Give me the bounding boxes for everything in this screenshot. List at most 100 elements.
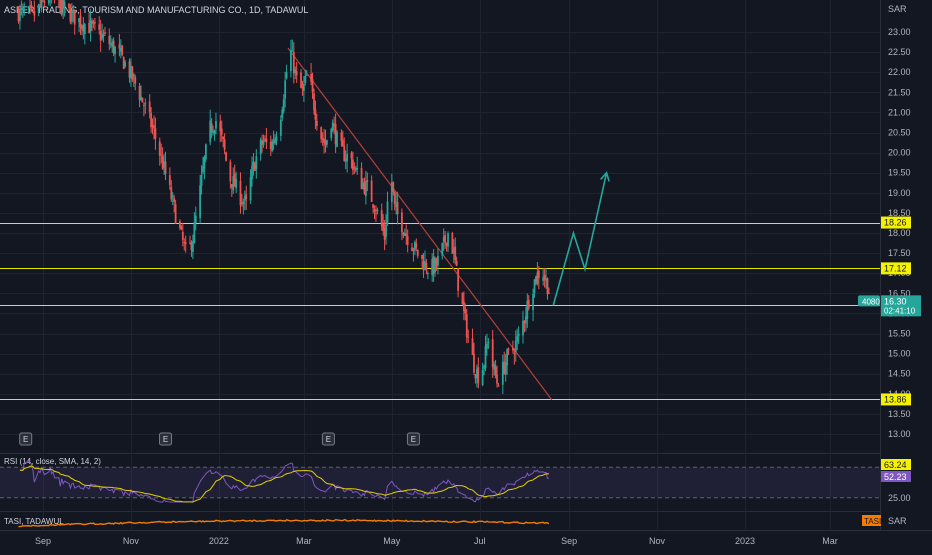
candle-body	[377, 210, 379, 212]
candle-body	[205, 144, 207, 159]
candle-body	[477, 367, 479, 383]
candle-body	[374, 209, 376, 211]
candle-body	[515, 341, 517, 353]
candle-body	[528, 300, 530, 309]
candle-body	[31, 5, 33, 8]
candle-body	[352, 159, 354, 170]
candle-body	[175, 204, 177, 223]
candle-body	[229, 162, 231, 182]
candle-body	[365, 181, 367, 196]
candle-body	[315, 109, 317, 119]
chart-title: ASEER TRADING, TOURISM AND MANUFACTURING…	[4, 5, 308, 15]
candle-body	[392, 182, 394, 192]
candle-body	[44, 1, 46, 3]
x-tick-label: Nov	[649, 536, 666, 546]
candle-body	[133, 75, 135, 77]
candle-body	[313, 93, 315, 109]
y-tick-label: 13.00	[888, 429, 911, 439]
candle-body	[466, 314, 468, 337]
candle-body	[182, 232, 184, 240]
candle-body	[296, 71, 298, 75]
candle-body	[271, 141, 273, 151]
candle-body	[94, 22, 96, 23]
candle-body	[74, 9, 76, 24]
candle-body	[280, 120, 282, 136]
candle-body	[153, 125, 155, 128]
candle-body	[225, 152, 227, 161]
candle-body	[381, 210, 383, 226]
candle-body	[172, 196, 174, 197]
candle-body	[387, 202, 389, 224]
x-tick-label: 2022	[209, 536, 229, 546]
candle-body	[375, 213, 377, 214]
candle-body	[263, 140, 265, 145]
candle-body	[159, 141, 161, 155]
level-price-label: 13.86	[884, 394, 907, 404]
y-tick-label: 17.50	[888, 248, 911, 258]
candle-body	[131, 66, 133, 79]
y-tick-label: 21.00	[888, 107, 911, 117]
candle-body	[372, 204, 374, 207]
candle-body	[405, 233, 407, 235]
candle-body	[240, 181, 242, 205]
rsi-label: RSI (14, close, SMA, 14, 2)	[4, 457, 101, 466]
candle-body	[124, 62, 126, 66]
candle-body	[23, 10, 25, 11]
candle-body	[250, 177, 252, 200]
candle-body	[193, 222, 195, 243]
candle-body	[415, 243, 417, 247]
candle-body	[199, 185, 201, 218]
candle-body	[149, 102, 151, 113]
candle-body	[457, 268, 459, 291]
y-tick-label: 21.50	[888, 87, 911, 97]
candle-body	[473, 354, 475, 373]
x-tick-label: Mar	[822, 536, 838, 546]
candle-body	[134, 77, 136, 84]
candle-body	[276, 137, 278, 141]
candle-body	[385, 225, 387, 237]
candle-body	[397, 202, 399, 214]
candle-body	[447, 233, 449, 246]
candle-body	[441, 243, 443, 256]
level-price-label: 18.26	[884, 218, 907, 228]
candle-body	[64, 2, 66, 6]
candle-body	[224, 139, 226, 149]
earnings-marker-label: E	[326, 435, 331, 444]
y-tick-label: 20.50	[888, 128, 911, 138]
candle-body	[487, 342, 489, 343]
candle-body	[346, 154, 348, 161]
candle-body	[160, 154, 162, 155]
candle-body	[532, 294, 534, 310]
candle-body	[19, 8, 21, 21]
tasi-line	[18, 520, 548, 527]
candle-body	[222, 137, 224, 139]
candle-body	[33, 11, 35, 15]
candle-body	[144, 103, 146, 104]
candle-body	[351, 153, 353, 159]
candle-body	[394, 192, 396, 205]
candle-body	[366, 180, 368, 182]
candle-body	[22, 8, 24, 10]
candle-body	[421, 255, 423, 259]
candle-body	[251, 166, 253, 179]
candle-body	[316, 121, 318, 126]
x-tick-label: Mar	[296, 536, 312, 546]
candle-body	[417, 250, 419, 256]
candle-body	[371, 181, 373, 202]
y-tick-label: 19.00	[888, 188, 911, 198]
rsi-sma-label: 52.23	[884, 472, 907, 482]
candle-body	[492, 339, 494, 367]
candle-body	[456, 261, 458, 266]
candle-body	[103, 35, 105, 36]
candle-body	[221, 129, 223, 135]
projection-path[interactable]	[553, 173, 606, 306]
candle-body	[114, 47, 116, 54]
candle-body	[84, 24, 86, 34]
candle-body	[201, 175, 203, 186]
x-tick-label: Sep	[35, 536, 51, 546]
candle-body	[472, 338, 474, 355]
candle-body	[407, 236, 409, 245]
candle-body	[80, 15, 82, 27]
candle-body	[284, 80, 286, 98]
